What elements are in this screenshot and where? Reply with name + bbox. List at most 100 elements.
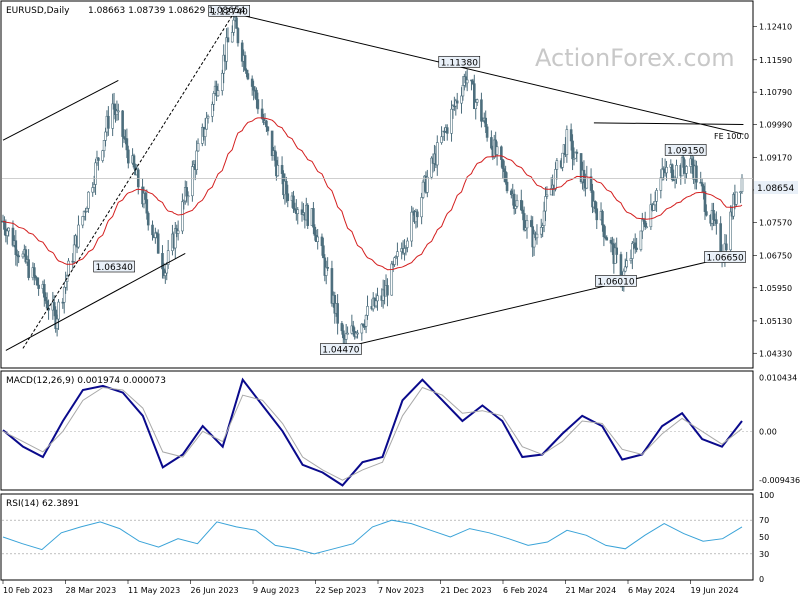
- y-tick-label: 1.04330: [759, 349, 792, 358]
- candle: [7, 227, 10, 237]
- candle: [649, 193, 653, 230]
- candle: [211, 101, 214, 123]
- candle: [45, 292, 49, 310]
- price-label-text: 1.06010: [597, 277, 634, 287]
- candle: [545, 186, 549, 200]
- x-tick-label: 11 May 2023: [128, 586, 180, 595]
- x-tick-label: 26 Jun 2023: [191, 586, 239, 595]
- candle: [695, 160, 698, 190]
- candle: [505, 172, 509, 194]
- rsi-line: [2, 519, 743, 555]
- y-tick-label: 1.06750: [759, 251, 792, 260]
- candle: [306, 203, 310, 229]
- upper-channel-line: [2, 79, 119, 141]
- candle: [725, 234, 728, 254]
- candle: [703, 182, 707, 220]
- candle: [14, 230, 18, 266]
- rsi-tick-label: 0: [759, 575, 764, 584]
- candle: [719, 216, 722, 256]
- candle: [631, 241, 634, 270]
- candle: [216, 83, 220, 97]
- candle: [243, 51, 247, 71]
- candle: [166, 239, 170, 269]
- candle: [615, 237, 618, 264]
- price-label-text: 1.11380: [441, 58, 478, 68]
- signal-line: [2, 386, 743, 481]
- candle: [181, 193, 184, 235]
- falling-resistance-line: [233, 12, 744, 135]
- candle: [127, 145, 130, 169]
- candle: [729, 205, 732, 252]
- price-label-text: 1.06650: [706, 253, 743, 263]
- candle: [161, 245, 164, 279]
- candle: [633, 233, 637, 254]
- candle: [602, 224, 606, 247]
- candle: [595, 202, 599, 230]
- y-tick-label: 1.12410: [759, 23, 792, 32]
- candle: [715, 211, 718, 235]
- candle: [191, 160, 194, 202]
- candle: [605, 235, 609, 241]
- x-tick-label: 6 May 2024: [628, 586, 675, 595]
- candle: [276, 156, 280, 177]
- candle: [195, 140, 198, 175]
- candle: [266, 126, 270, 136]
- candle: [490, 130, 493, 150]
- y-tick-label: 1.05130: [759, 317, 792, 326]
- candle: [296, 207, 300, 225]
- candle: [312, 202, 315, 235]
- macd-title: MACD(12,26,9) 0.001974 0.000073: [6, 376, 166, 386]
- candle: [410, 205, 413, 247]
- candle: [33, 263, 36, 286]
- candle: [151, 220, 154, 241]
- candle: [739, 191, 742, 204]
- x-tick-label: 9 Aug 2023: [253, 586, 299, 595]
- candle: [512, 189, 516, 215]
- candle: [455, 92, 459, 110]
- y-tick-label: 1.09990: [759, 120, 792, 129]
- candle: [535, 224, 539, 245]
- candle: [670, 163, 674, 182]
- candle: [445, 124, 449, 141]
- candle: [156, 229, 160, 254]
- candle: [57, 299, 60, 330]
- candle: [250, 75, 254, 96]
- candle: [97, 157, 100, 171]
- candle: [81, 215, 85, 229]
- watermark: ActionForex.com: [535, 44, 735, 72]
- price-label-text: 1.04470: [322, 346, 359, 356]
- candle: [532, 229, 536, 256]
- price-label-text: 1.12740: [211, 7, 248, 17]
- candle: [72, 235, 76, 265]
- candle: [342, 324, 345, 348]
- candle: [485, 124, 489, 142]
- candle: [17, 250, 20, 264]
- price-label: 1.12740: [208, 5, 250, 17]
- candle: [685, 165, 688, 179]
- candle: [480, 92, 483, 128]
- candle: [396, 242, 399, 266]
- candle: [146, 211, 150, 231]
- candle: [132, 153, 136, 170]
- current-price-tag: [754, 181, 798, 194]
- trendlines: [2, 12, 744, 351]
- price-label: 1.11380: [438, 55, 481, 68]
- macd-tick-label: 0.010434: [759, 373, 797, 382]
- candle: [154, 227, 157, 244]
- macd-line: [2, 377, 743, 487]
- candle: [740, 174, 744, 195]
- candle: [421, 179, 425, 200]
- candle: [246, 69, 250, 81]
- candle: [346, 326, 349, 335]
- candle: [62, 286, 66, 314]
- dotted-trendline: [22, 13, 235, 349]
- rsi-tick-label: 30: [759, 550, 769, 559]
- main-panel-frame: [0, 0, 754, 369]
- rsi-tick-label: 100: [759, 491, 774, 500]
- candle: [705, 204, 708, 217]
- candle: [735, 191, 738, 207]
- candle: [403, 239, 406, 261]
- candle: [125, 128, 129, 159]
